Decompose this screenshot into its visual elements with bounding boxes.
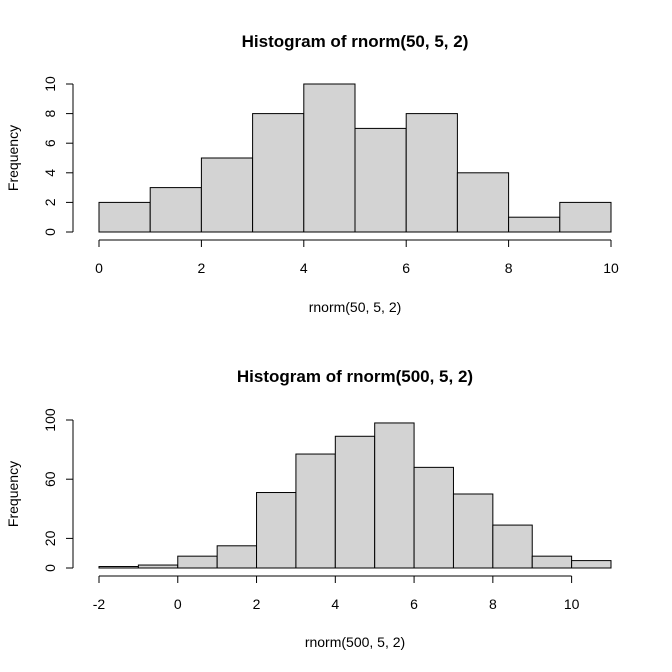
histogram-bar [137,564,179,569]
x-tick-label: 6 [410,596,418,612]
histogram-bar [492,524,533,569]
histogram-bar [256,492,297,569]
x-axis-label: rnorm(500, 5, 2) [305,634,405,650]
y-tick-label: 4 [42,169,58,177]
y-axis-label: Frequency [5,461,21,527]
bars-group [98,83,612,233]
x-tick-label: 2 [253,596,261,612]
histogram-bar [216,545,258,569]
histogram-bar [149,187,202,233]
y-tick-label: 6 [42,139,58,147]
chart-title: Histogram of rnorm(50, 5, 2) [242,32,469,51]
histogram-panel-bottom: Histogram of rnorm(500, 5, 2) rnorm(500,… [5,367,612,650]
y-tick-label: 8 [42,109,58,117]
histogram-bar [98,201,151,233]
y-axis: 0 20 60 100 [42,408,74,572]
y-axis: 0 2 4 6 8 10 [42,76,74,236]
x-tick-label: 6 [402,260,410,276]
histogram-bar [571,560,612,569]
histogram-bar [508,216,561,233]
x-tick-label: -2 [93,596,106,612]
x-axis: 0 2 4 6 8 10 [95,239,619,276]
y-tick-label: 60 [42,471,58,487]
histogram-bar [374,422,415,569]
x-tick-label: 0 [174,596,182,612]
x-tick-label: 2 [198,260,206,276]
histogram-bar [531,555,573,569]
chart-title: Histogram of rnorm(500, 5, 2) [237,367,473,386]
x-tick-label: 8 [489,596,497,612]
histogram-bar [303,83,356,233]
x-axis: -2 0 2 4 6 8 10 [93,575,580,612]
histogram-bar [200,157,254,233]
x-tick-label: 10 [603,260,619,276]
bars-group [98,422,612,569]
histogram-bar [252,113,305,233]
histogram-bar [354,127,407,233]
x-tick-label: 10 [564,596,580,612]
y-tick-label: 2 [42,198,58,206]
y-tick-label: 0 [42,228,58,236]
histogram-bar [334,435,376,569]
y-tick-label: 20 [42,530,58,546]
histogram-bar [295,453,336,569]
histogram-bar [177,555,218,569]
x-tick-label: 8 [505,260,513,276]
x-tick-label: 4 [300,260,308,276]
x-axis-label: rnorm(50, 5, 2) [309,299,402,315]
histogram-bar [452,493,494,569]
histogram-bar [98,566,139,569]
histogram-bar [413,466,454,569]
y-tick-label: 10 [42,76,58,92]
histogram-panel-top: Histogram of rnorm(50, 5, 2) rnorm(50, 5… [5,32,619,315]
x-tick-label: 0 [95,260,103,276]
histogram-bar [405,113,458,233]
y-tick-label: 0 [42,564,58,572]
y-axis-label: Frequency [5,125,21,191]
y-tick-label: 100 [42,408,58,432]
histogram-bar [559,201,612,233]
histogram-bar [456,172,510,233]
x-tick-label: 4 [331,596,339,612]
